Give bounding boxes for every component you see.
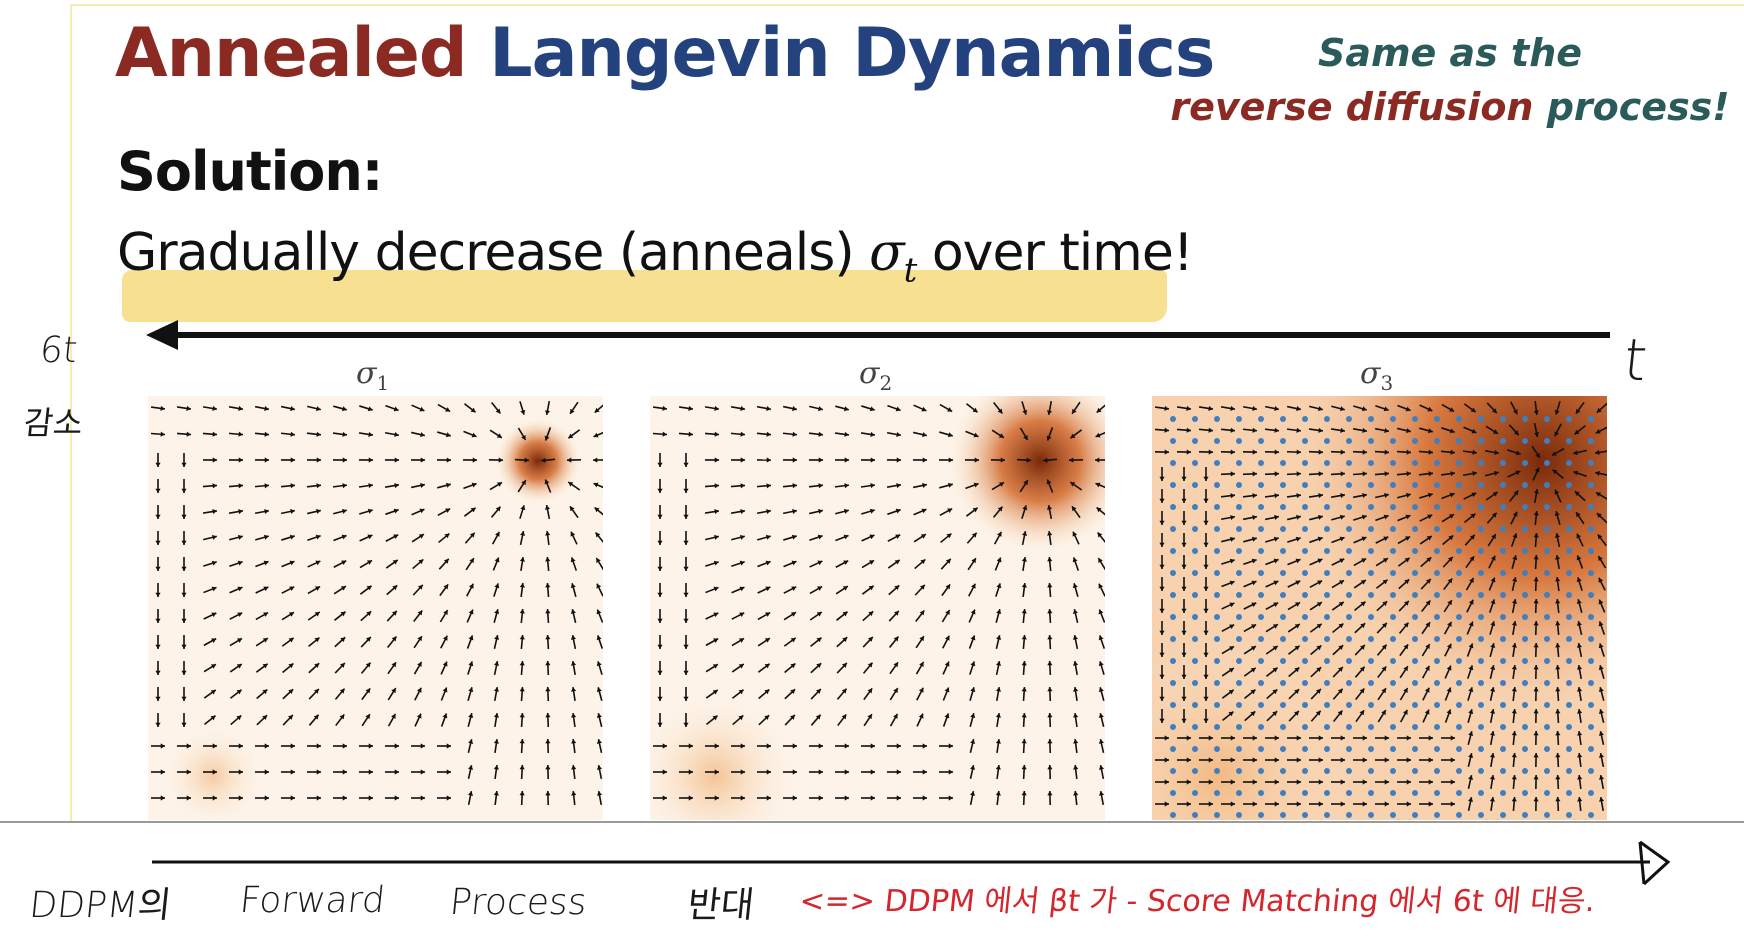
- highlighter-mark: [122, 270, 1167, 322]
- note-process: process!: [1546, 85, 1730, 129]
- panel-label-1: σ1: [356, 356, 389, 395]
- time-reverse-arrowhead: [146, 320, 178, 350]
- slide-title: Annealed Langevin Dynamics: [115, 14, 1215, 93]
- note-line1: Same as the: [1317, 31, 1583, 75]
- forward-arrowhead-back: [1638, 841, 1646, 885]
- hand-ddpm: DDPM의: [27, 885, 174, 926]
- slide-frame: [70, 4, 1744, 822]
- panel-label-2-sub: 2: [879, 371, 893, 395]
- panel-label-2: σ2: [859, 356, 892, 395]
- solution-heading: Solution:: [117, 140, 383, 203]
- forward-arrowhead: [1639, 840, 1671, 886]
- statement-before: Gradually decrease (anneals): [117, 223, 870, 283]
- hand-forward: Forward: [237, 880, 387, 921]
- hand-process: Process: [447, 882, 589, 923]
- score-field-panel-2: [650, 396, 1105, 820]
- hand-reverse-kr: 반대: [685, 885, 757, 926]
- solution-statement: Gradually decrease (anneals) σt over tim…: [117, 223, 1194, 290]
- sigma-subscript: t: [903, 250, 918, 291]
- hand-decrease-kr: 감소: [21, 404, 85, 442]
- page-divider: [0, 821, 1744, 823]
- panel-label-3-symbol: σ: [1360, 356, 1381, 391]
- title-annealed: Annealed: [115, 14, 468, 93]
- annotation-note: Same as the reverse diffusion process!: [1170, 26, 1730, 134]
- score-field-panel-3: [1152, 396, 1607, 820]
- panel-label-1-symbol: σ: [356, 356, 377, 391]
- sigma-char: σ: [869, 223, 904, 283]
- hand-red-note: <=> DDPM 에서 βt 가 - Score Matching 에서 6t …: [797, 884, 1597, 919]
- score-field-panel-1: [148, 396, 603, 820]
- title-langevin-dynamics: Langevin Dynamics: [489, 14, 1215, 93]
- hand-sigma-t: 6t: [37, 330, 80, 371]
- statement-after: over time!: [916, 223, 1194, 283]
- note-reverse-diffusion: reverse diffusion: [1170, 85, 1534, 129]
- panel-label-3: σ3: [1360, 356, 1393, 395]
- panel-label-2-symbol: σ: [859, 356, 880, 391]
- sigma-symbol: σt: [869, 223, 917, 290]
- panel-label-3-sub: 3: [1380, 371, 1394, 395]
- panel-label-1-sub: 1: [376, 371, 390, 395]
